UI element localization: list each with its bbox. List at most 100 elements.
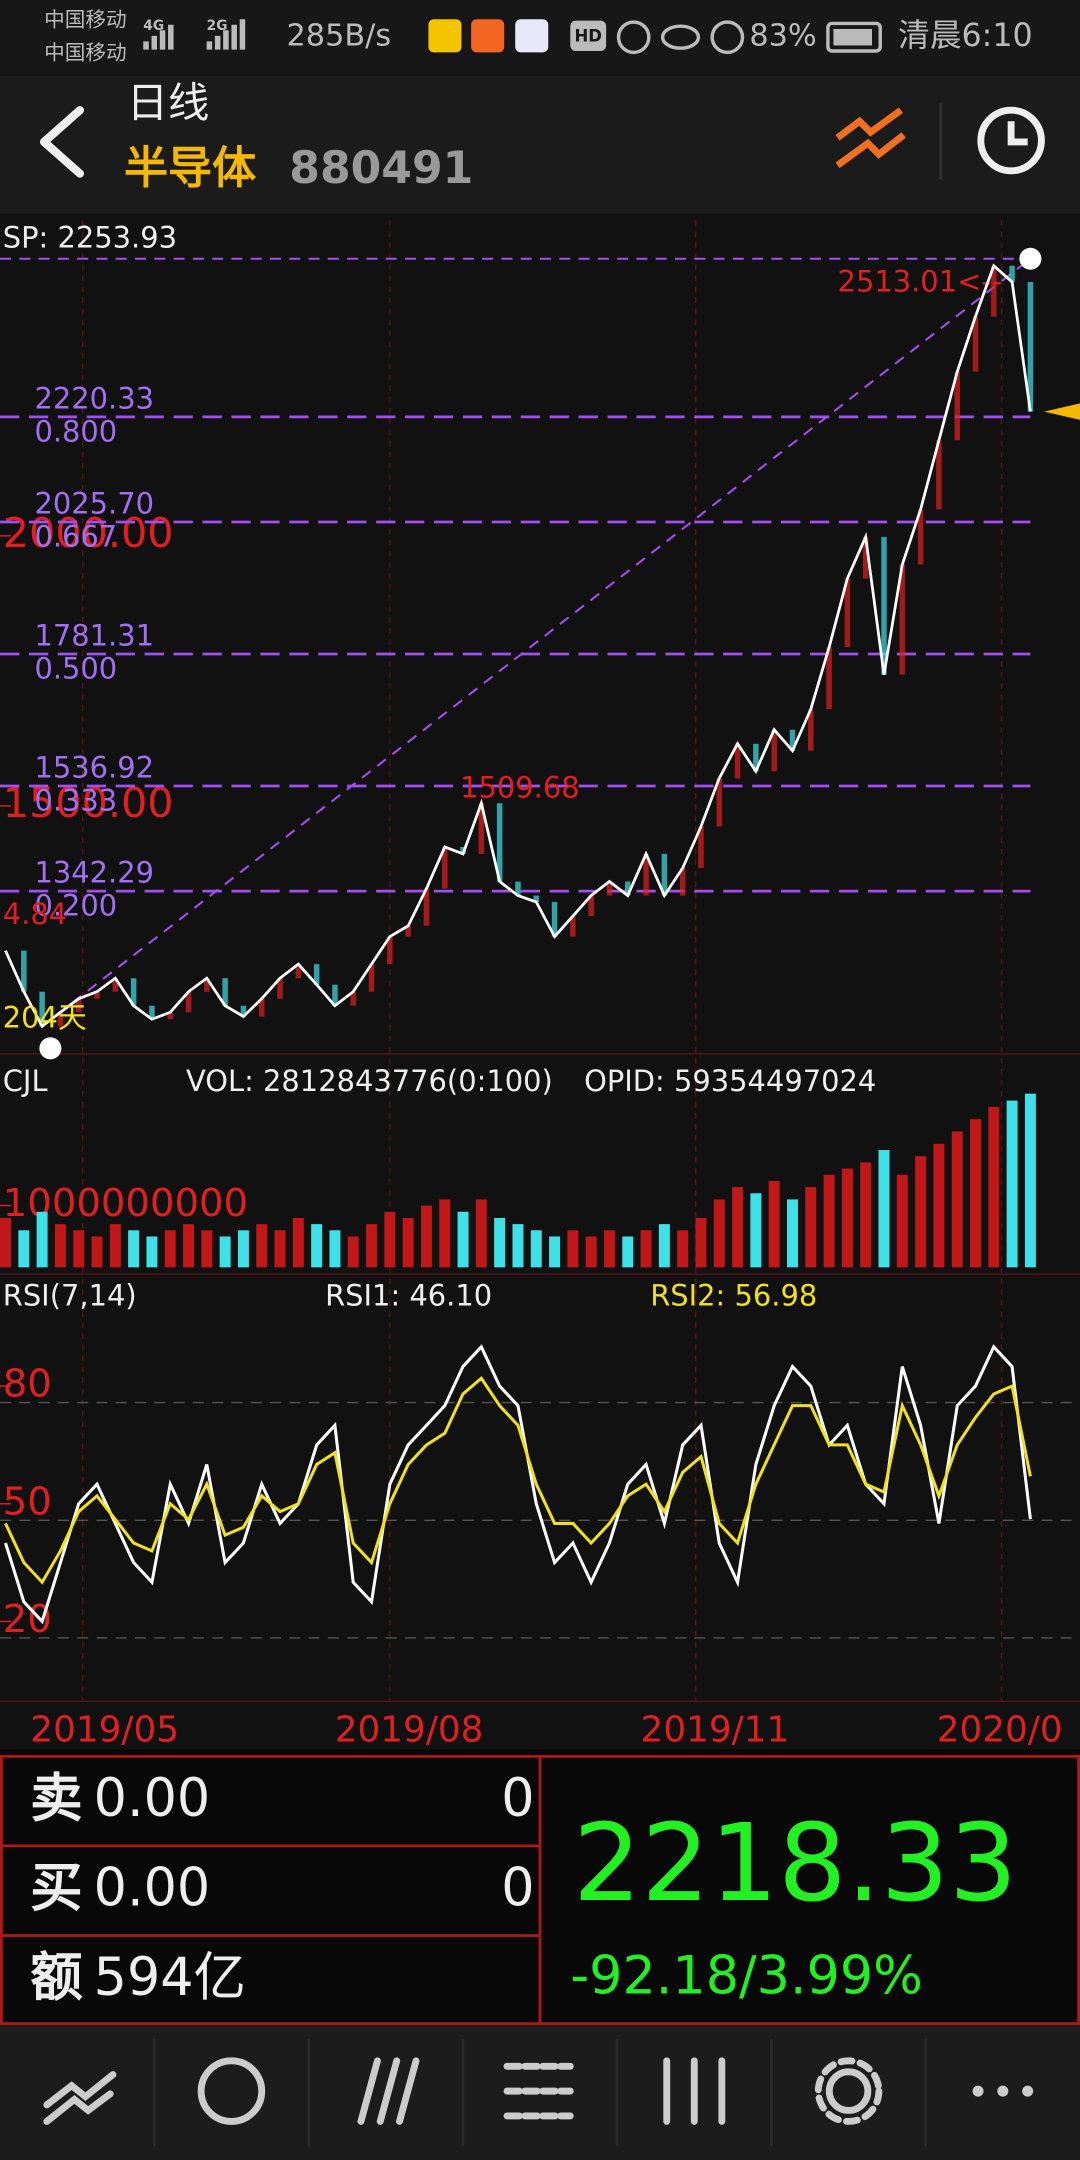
tool-settings-gear[interactable] [814, 2057, 883, 2125]
tool-lines[interactable] [357, 2057, 420, 2125]
candle-body [698, 826, 704, 869]
candle-body [881, 536, 887, 675]
status-texts: 中国移动 4G 中国移动 2G 285B/s 83% 清晨6:10 [44, 8, 1033, 65]
volume-bar [311, 1224, 323, 1268]
volume-bar [988, 1106, 1000, 1268]
candle-body [661, 853, 668, 896]
fib-ratio-label: 0.800 [34, 414, 117, 448]
candle-body [570, 916, 576, 937]
candle-body [771, 729, 777, 772]
volume-bar [366, 1224, 378, 1268]
history-button[interactable] [977, 106, 1045, 175]
volume-bar [951, 1131, 963, 1268]
network: 2G [207, 18, 228, 34]
app-icon [428, 19, 462, 53]
sp-label: SP: 2253.93 [3, 221, 177, 255]
buy-label: 买 [30, 1857, 82, 1918]
clock: 清晨6:10 [898, 18, 1032, 54]
tool-indicators[interactable] [663, 2057, 726, 2125]
candle-body [606, 881, 613, 896]
candle-body [954, 371, 960, 441]
trend-line [41, 257, 1032, 1028]
fib-ratio-label: 0.333 [34, 783, 117, 817]
fib-price-label: 1342.29 [34, 856, 154, 890]
high-marker [1019, 247, 1042, 270]
fib-price-label: 1781.31 [34, 618, 154, 652]
battery-icon [826, 21, 882, 53]
candle-body [936, 440, 942, 510]
days-label: 204天 [3, 1000, 87, 1034]
volume-bar [420, 1205, 432, 1268]
candle-body [39, 991, 45, 1027]
candle-body [716, 778, 723, 827]
tool-palette[interactable] [197, 2057, 266, 2125]
y-tick-label: 2000.00 [3, 509, 174, 557]
candle-body [1027, 281, 1034, 412]
hd-badge [570, 20, 607, 51]
eye-icon [660, 24, 701, 50]
low-marker [39, 1037, 62, 1060]
volume-bar [786, 1199, 798, 1268]
sell-label: 卖 [30, 1768, 82, 1829]
candle-body [679, 868, 686, 896]
volume-bar [54, 1224, 66, 1268]
battery-fill [833, 28, 872, 46]
sell-price: 0.00 [94, 1768, 211, 1829]
volume-bar [384, 1211, 396, 1268]
dot[interactable] [1022, 2085, 1034, 2097]
volume-bar [73, 1230, 85, 1268]
draw-tool-button[interactable] [835, 107, 906, 169]
volume-bar [91, 1236, 103, 1268]
volume-bar [530, 1230, 542, 1268]
volume-bar [695, 1217, 707, 1268]
candle-body [496, 803, 503, 882]
volume-bar [237, 1230, 249, 1268]
fib-price-label: 1536.92 [34, 750, 154, 784]
carrier: 中国移动 [44, 8, 127, 32]
volume-bar [201, 1230, 213, 1268]
volume-bar [658, 1224, 670, 1268]
tool-grid[interactable] [503, 2062, 574, 2120]
volume-bar [164, 1230, 176, 1268]
candle-body [387, 936, 393, 965]
dot[interactable] [997, 2085, 1009, 2097]
volume-bar [603, 1230, 615, 1268]
fib-price-label: 2025.70 [34, 486, 154, 520]
candle-body [844, 578, 851, 648]
volume-bar [841, 1168, 853, 1268]
dot[interactable] [972, 2085, 984, 2097]
fib-ratio-label: 0.200 [34, 889, 117, 923]
panel-borders [0, 1053, 1080, 1702]
volume-bar [1024, 1093, 1036, 1268]
rsi-title: RSI(7,14) [3, 1279, 137, 1313]
signal [206, 19, 246, 50]
candle-body [94, 991, 100, 999]
volume-bar [494, 1217, 506, 1268]
volume-bar [640, 1230, 652, 1268]
amount-label: 额 [30, 1947, 82, 2008]
hd-label: HD [574, 27, 602, 46]
tool-settings[interactable] [825, 2068, 872, 2114]
candle-body [643, 853, 649, 896]
date-label: 2019/08 [335, 1710, 484, 1751]
volume-bar [512, 1224, 524, 1268]
candle-body [350, 991, 356, 1006]
y-tick-label: 50 [3, 1479, 52, 1524]
tool-draw[interactable] [43, 2071, 117, 2125]
candle-body [991, 265, 997, 317]
clock-hands[interactable] [1007, 121, 1028, 146]
volume-bar [732, 1187, 744, 1268]
tool-more[interactable] [972, 2085, 1034, 2097]
candle-body [277, 978, 283, 999]
volume-bar [128, 1230, 140, 1268]
candle-body [826, 647, 832, 710]
back-button[interactable] [39, 106, 85, 178]
volume-bar [292, 1217, 304, 1268]
candle-body [1009, 265, 1015, 282]
signal [143, 24, 174, 50]
carrier: 中国移动 [44, 41, 127, 65]
candle-body [405, 925, 411, 937]
clock-icon[interactable] [977, 106, 1045, 175]
